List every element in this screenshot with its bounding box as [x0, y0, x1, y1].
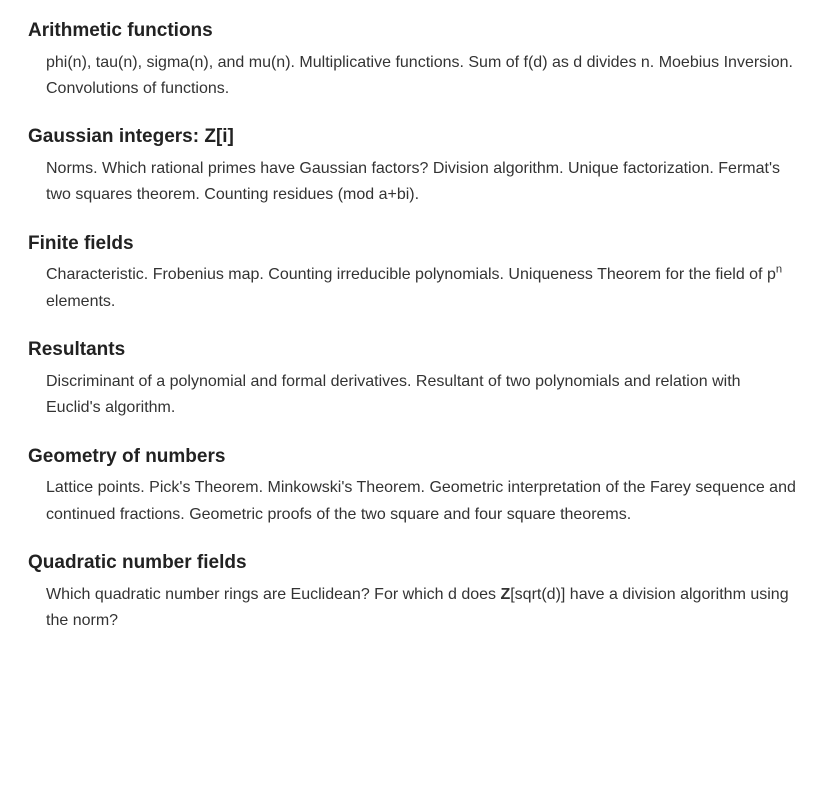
- section-arithmetic-functions: Arithmetic functions phi(n), tau(n), sig…: [28, 18, 798, 102]
- body-quadratic-number-fields: Which quadratic number rings are Euclide…: [46, 582, 798, 635]
- body-resultants: Discriminant of a polynomial and formal …: [46, 369, 798, 422]
- section-resultants: Resultants Discriminant of a polynomial …: [28, 337, 798, 421]
- heading-resultants: Resultants: [28, 337, 798, 363]
- body-gaussian-integers: Norms. Which rational primes have Gaussi…: [46, 156, 798, 209]
- body-finite-fields: Characteristic. Frobenius map. Counting …: [46, 262, 798, 315]
- heading-finite-fields: Finite fields: [28, 231, 798, 257]
- body-superscript: n: [776, 264, 782, 276]
- heading-bold-z: Z: [204, 126, 216, 147]
- heading-gaussian-integers: Gaussian integers: Z[i]: [28, 124, 798, 150]
- heading-geometry-of-numbers: Geometry of numbers: [28, 444, 798, 470]
- body-bold-z: Z: [500, 586, 510, 603]
- section-gaussian-integers: Gaussian integers: Z[i] Norms. Which rat…: [28, 124, 798, 208]
- body-prefix: Characteristic. Frobenius map. Counting …: [46, 266, 776, 283]
- heading-suffix: [i]: [216, 126, 234, 147]
- body-prefix: Which quadratic number rings are Euclide…: [46, 586, 500, 603]
- body-arithmetic-functions: phi(n), tau(n), sigma(n), and mu(n). Mul…: [46, 50, 798, 103]
- heading-quadratic-number-fields: Quadratic number fields: [28, 550, 798, 576]
- body-suffix: elements.: [46, 293, 115, 310]
- section-finite-fields: Finite fields Characteristic. Frobenius …: [28, 231, 798, 315]
- heading-arithmetic-functions: Arithmetic functions: [28, 18, 798, 44]
- heading-prefix: Gaussian integers:: [28, 126, 204, 147]
- body-geometry-of-numbers: Lattice points. Pick's Theorem. Minkowsk…: [46, 475, 798, 528]
- section-quadratic-number-fields: Quadratic number fields Which quadratic …: [28, 550, 798, 634]
- section-geometry-of-numbers: Geometry of numbers Lattice points. Pick…: [28, 444, 798, 528]
